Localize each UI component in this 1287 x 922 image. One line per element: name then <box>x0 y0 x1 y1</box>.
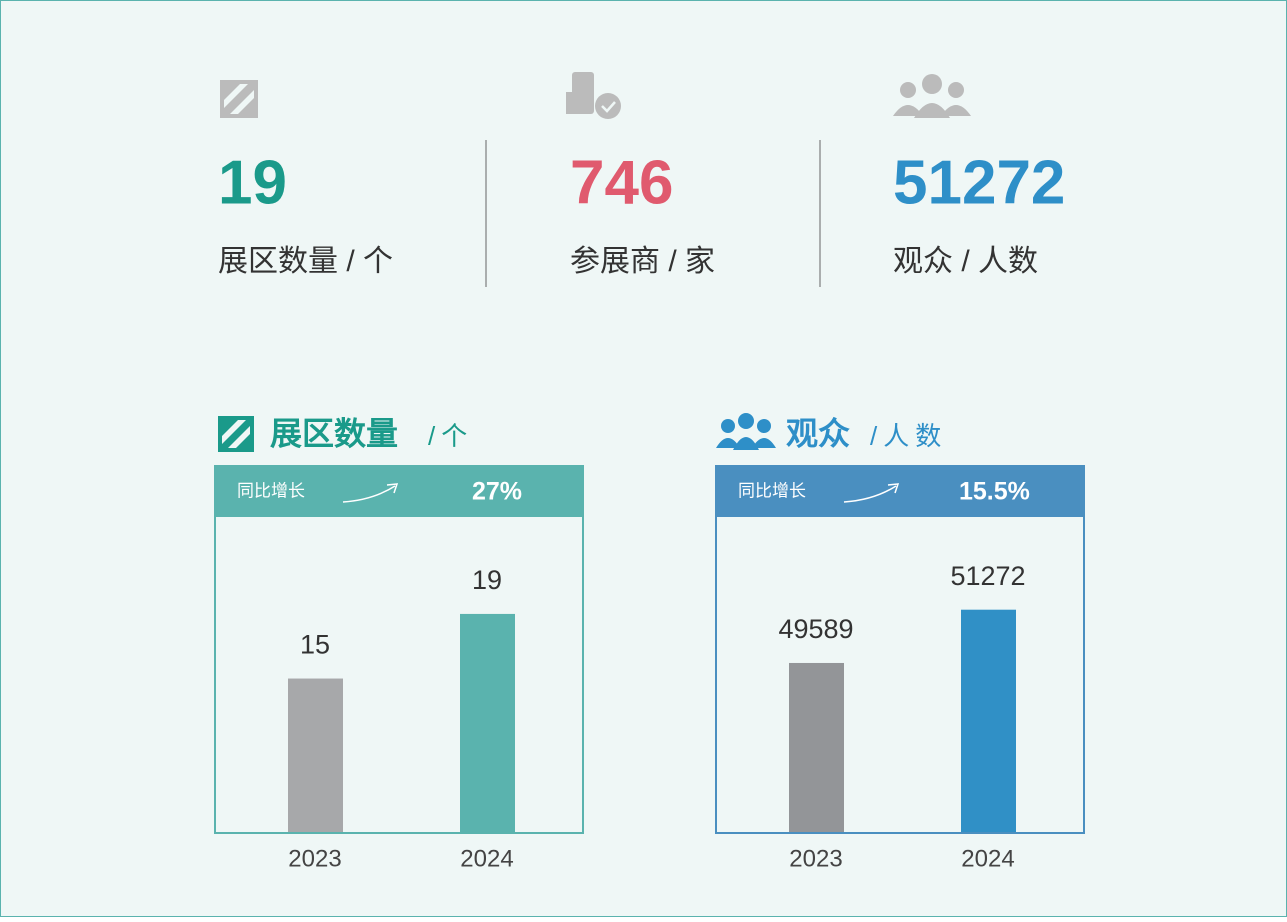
value-label: 19 <box>472 565 502 595</box>
stat-value: 746 <box>570 148 673 217</box>
bar <box>460 613 515 832</box>
growth-label: 同比增长 <box>738 481 806 500</box>
stat-value: 51272 <box>893 148 1065 217</box>
bar <box>288 678 343 832</box>
growth-label: 同比增长 <box>237 481 305 500</box>
stat-label: 参展商 / 家 <box>570 245 715 278</box>
growth-band <box>215 466 583 517</box>
growth-arrow <box>843 483 900 503</box>
growth-value: 15.5% <box>959 478 1030 506</box>
value-label: 51272 <box>950 561 1025 591</box>
icon-audience <box>893 74 971 118</box>
chart-unit: /人数 <box>870 421 947 451</box>
chart-title: 观众 <box>786 415 850 451</box>
x-tick-label: 2024 <box>460 845 513 872</box>
x-tick-label: 2024 <box>961 845 1014 872</box>
bar <box>789 662 844 832</box>
chart-title: 展区数量 <box>270 415 398 451</box>
icon-zone <box>220 80 258 118</box>
chart-unit: /个 <box>428 421 473 451</box>
growth-arrow <box>342 483 399 503</box>
stat-value: 19 <box>218 148 287 217</box>
title-icon <box>716 413 776 450</box>
bar <box>961 609 1016 832</box>
stat-label: 展区数量 / 个 <box>218 245 393 278</box>
stat-label: 观众 / 人数 <box>893 245 1038 278</box>
x-tick-label: 2023 <box>288 845 341 872</box>
growth-value: 27% <box>472 478 522 506</box>
icon-exhibitor <box>566 72 621 119</box>
value-label: 15 <box>300 630 330 660</box>
growth-band <box>716 466 1084 517</box>
x-tick-label: 2023 <box>789 845 842 872</box>
title-icon <box>218 416 254 452</box>
value-label: 49589 <box>778 614 853 644</box>
